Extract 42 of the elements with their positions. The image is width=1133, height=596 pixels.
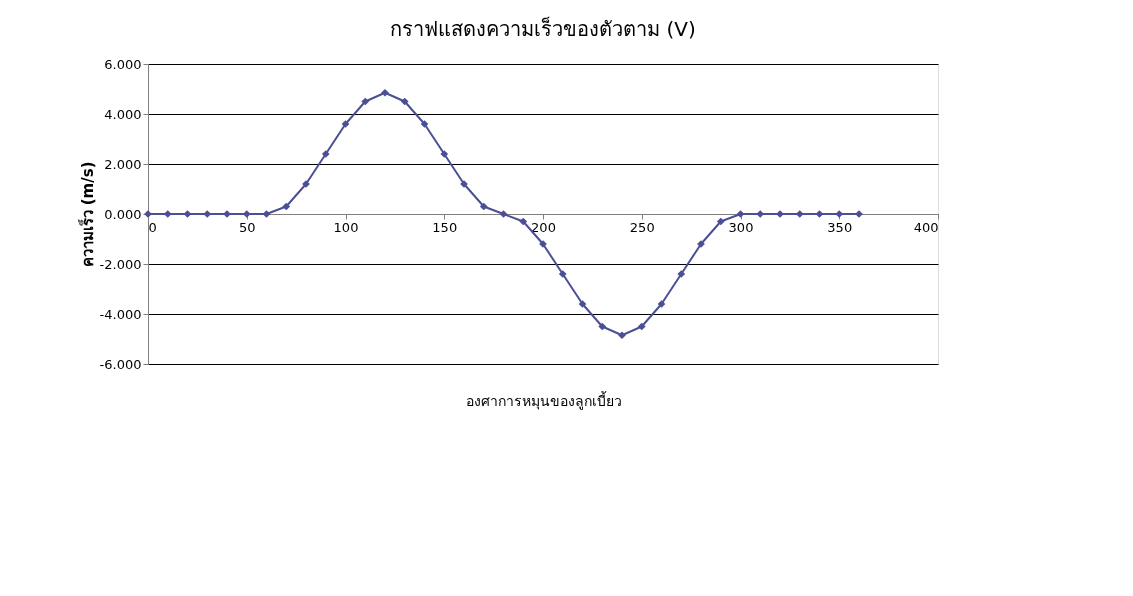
point <box>578 300 587 308</box>
point <box>677 270 686 278</box>
point <box>479 202 488 211</box>
y-tick-label: -2.000 <box>99 256 142 272</box>
y-axis-title: ความเร็ว (m/s) <box>77 161 97 268</box>
y-tick-label: 4.000 <box>104 106 142 122</box>
point <box>598 322 607 331</box>
x-tick-label: 300 <box>728 219 754 235</box>
point <box>321 150 330 158</box>
point <box>736 210 745 218</box>
point <box>440 150 449 158</box>
y-tick-label: 6.000 <box>104 56 142 72</box>
point <box>519 217 528 226</box>
point <box>716 217 725 226</box>
x-tick-label: 400 <box>913 219 939 235</box>
x-axis-title: องศาการหมุนของลูกเบี้ยว <box>465 390 622 410</box>
point <box>361 97 370 106</box>
chart-title: กราฟแสดงความเร็วของตัวตาม (V) <box>390 16 696 41</box>
x-tick-label: 200 <box>531 219 556 235</box>
point <box>618 331 626 340</box>
point <box>558 270 567 278</box>
x-tick-label: 350 <box>827 219 853 235</box>
y-tick-label: 2.000 <box>104 156 142 172</box>
x-tick-label: 100 <box>333 219 359 235</box>
point <box>282 202 291 211</box>
point <box>657 300 666 308</box>
x-tick-label: 250 <box>629 219 655 235</box>
x-tick-label: 50 <box>238 219 256 235</box>
x-tick-label: 0 <box>148 219 157 235</box>
y-tick-label: -4.000 <box>99 306 142 322</box>
x-tick-label: 150 <box>432 219 458 235</box>
point <box>262 210 271 218</box>
point <box>381 88 389 97</box>
y-tick-label: 0.000 <box>104 206 142 222</box>
y-tick-label: -6.000 <box>99 356 142 372</box>
point <box>815 210 824 218</box>
point <box>637 322 646 331</box>
point <box>499 210 508 218</box>
point <box>420 120 429 128</box>
point <box>183 210 192 218</box>
point <box>341 120 350 128</box>
point <box>400 97 409 106</box>
